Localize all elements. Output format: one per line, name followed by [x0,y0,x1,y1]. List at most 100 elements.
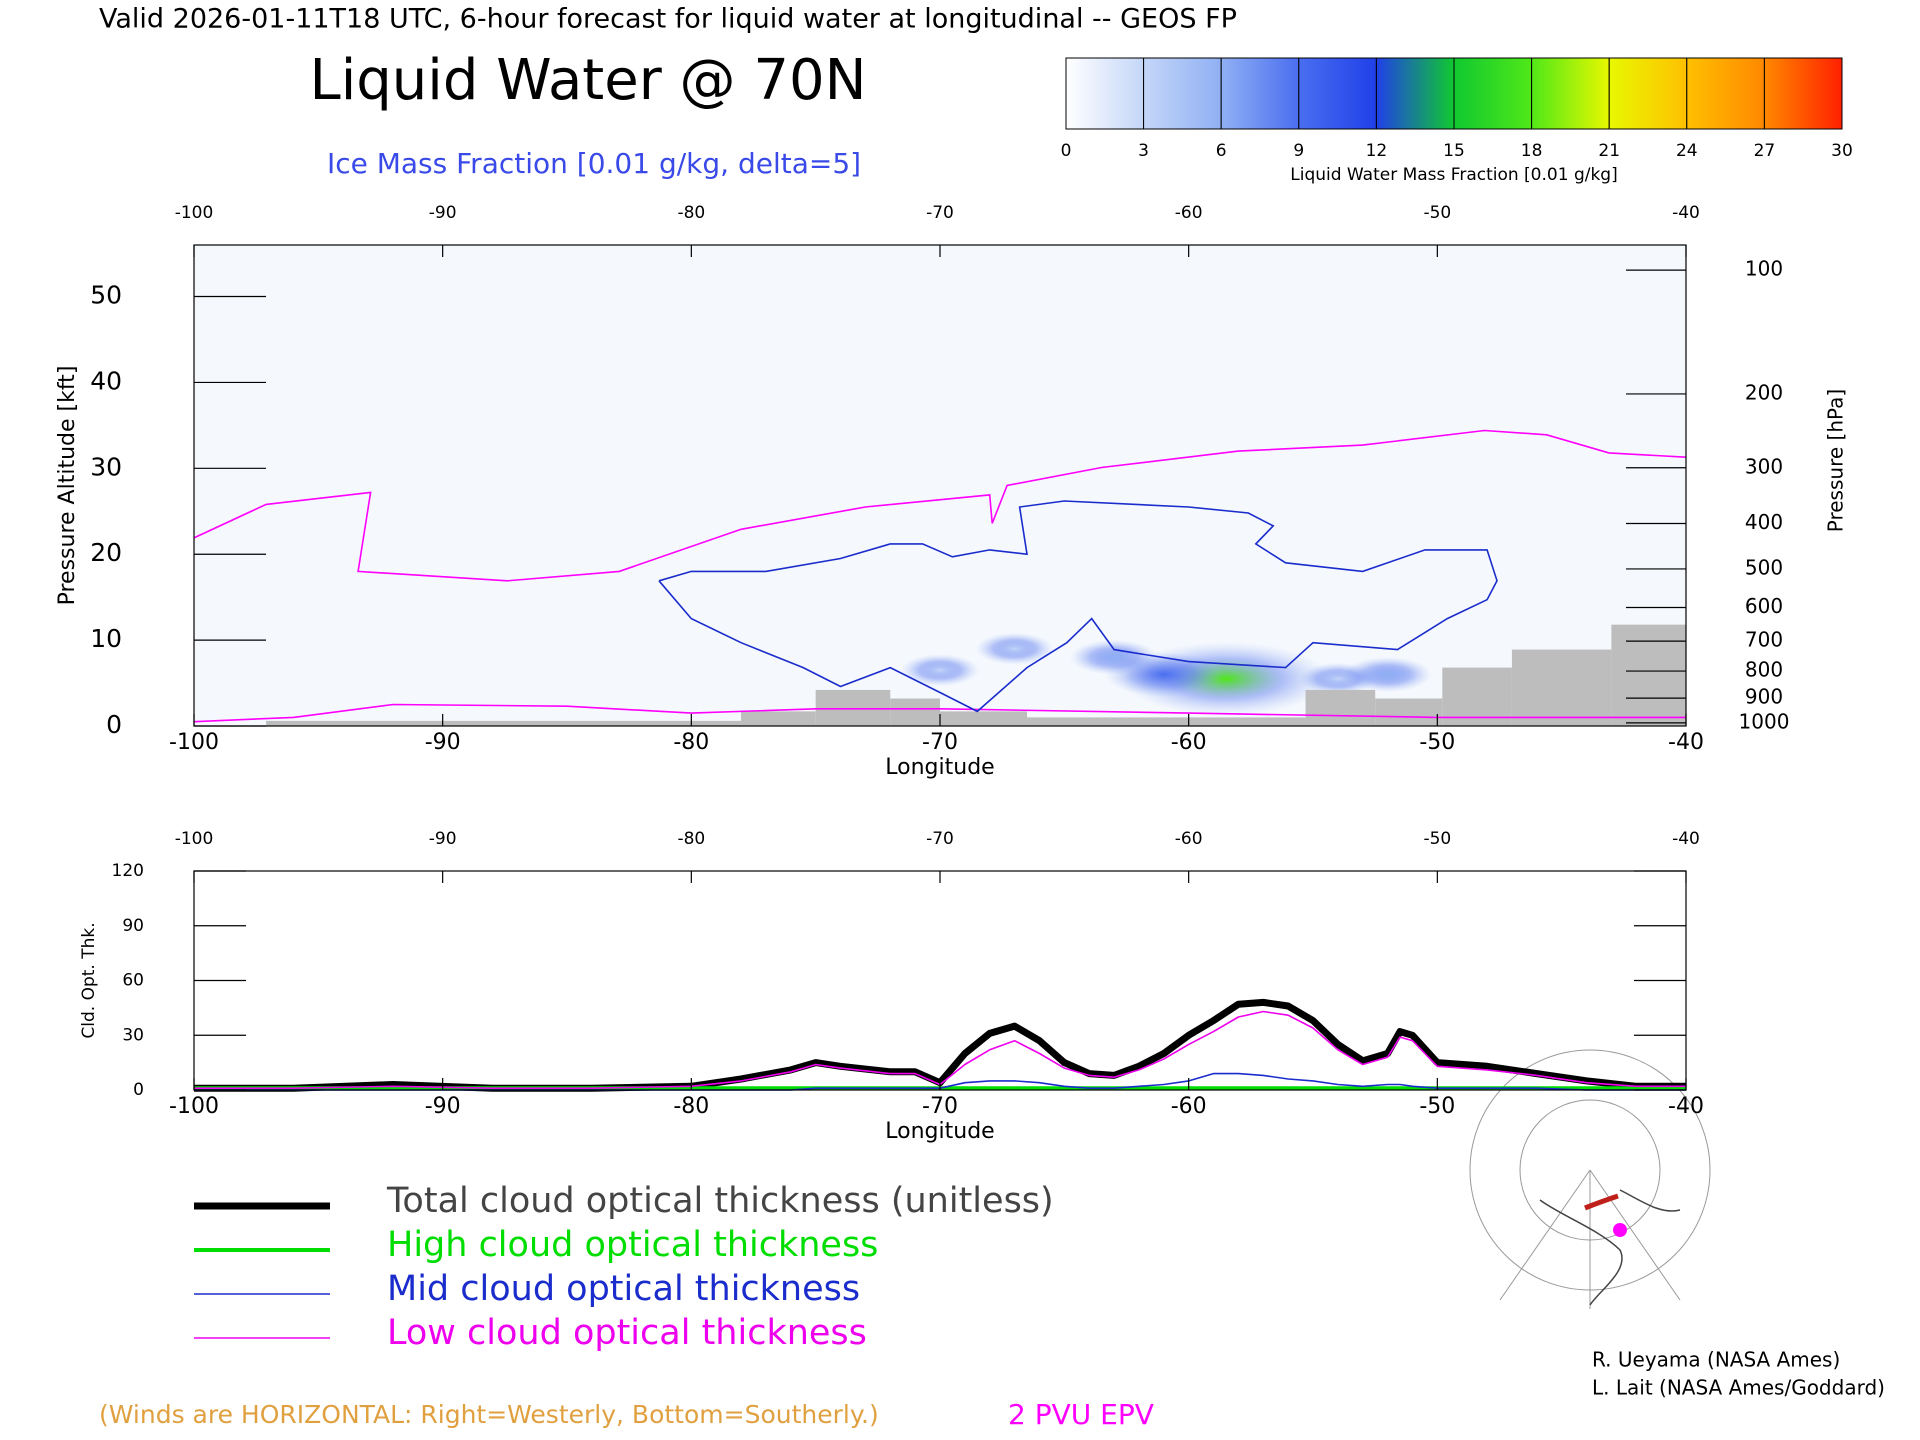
x-tick-label: -50 [1419,1094,1455,1119]
terrain [741,711,816,726]
x-axis-label: Longitude [885,1119,994,1144]
contour-line [193,429,1687,723]
colorbar-tick-label: 0 [1061,141,1072,161]
terrain [940,711,1028,726]
x-tick-label: -90 [425,730,461,755]
colorbar-bin [1763,57,1843,130]
x-tick-label-top: -60 [1175,203,1203,223]
contour-line [658,500,1498,713]
locator-map [1469,1049,1711,1309]
credit: R. Ueyama (NASA Ames) [1592,1348,1840,1372]
y-tick-label: 90 [122,916,144,936]
x-tick-label: -70 [922,1094,958,1119]
colorbar-tick-label: 24 [1676,141,1698,161]
liquid-water [1070,639,1159,675]
colorbar-tick-label: 12 [1366,141,1388,161]
x-tick-label-top: -100 [175,203,214,223]
terrain [1305,689,1376,726]
colorbar-bin [1298,57,1377,130]
x-tick-label: -40 [1668,1094,1704,1119]
x-tick-label: -80 [673,730,709,755]
map-coast [1539,1189,1681,1306]
x-tick-label-top: -80 [677,829,705,849]
colorbar-tick-label: 3 [1138,141,1149,161]
y2-tick-label: 300 [1745,454,1783,478]
liquid-water [1298,662,1377,695]
map-meridian [1499,1169,1591,1301]
y2-tick-label: 1000 [1739,709,1790,733]
y2-tick-label: 100 [1745,257,1783,281]
liquid-water [975,632,1054,665]
colorbar-bin [1531,57,1610,130]
x-tick-label: -100 [169,1094,219,1119]
y-tick-label: 120 [112,861,144,881]
x-tick-label: -40 [1668,730,1704,755]
x-tick-label-top: -70 [926,203,954,223]
x-tick-label: -100 [169,730,219,755]
x-tick-label-top: -50 [1423,203,1451,223]
y2-axis-label: Pressure [hPa] [1824,389,1848,532]
series-line [194,1010,1686,1089]
map-section-line [1584,1193,1619,1211]
x-tick-label-top: -70 [926,829,954,849]
terrain [1442,667,1512,726]
x-tick-label-top: -60 [1175,829,1203,849]
terrain [1511,649,1612,726]
map-marker [1613,1223,1627,1237]
colorbar-tick-label: 9 [1293,141,1304,161]
x-tick-label: -90 [425,1094,461,1119]
y-axis-label: Pressure Altitude [kft] [55,366,80,606]
terrain [1375,698,1443,726]
colorbar-bin [1375,57,1455,130]
y2-tick-label: 800 [1745,658,1783,682]
y2-tick-label: 500 [1745,555,1783,579]
x-tick-label: -60 [1171,730,1207,755]
x-tick-label-top: -80 [677,203,705,223]
colorbar-bin [1220,57,1300,130]
title-line: Valid 2026-01-11T18 UTC, 6-hour forecast… [99,4,1237,35]
series-line [194,998,1686,1092]
y-axis-label: Cld. Opt. Thk. [79,922,99,1038]
colorbar-bin [1143,57,1222,130]
terrain [815,689,891,726]
plot-frame [193,870,1687,1091]
colorbar-tick-label: 15 [1443,141,1465,161]
y-tick-label: 0 [106,710,122,739]
legend-label: Mid cloud optical thickness [387,1269,860,1309]
x-tick-label-top: -90 [429,829,457,849]
epv-label: 2 PVU EPV [1008,1398,1154,1431]
y-tick-label: 10 [90,624,122,653]
colorbar-tick-label: 18 [1521,141,1543,161]
x-axis-label: Longitude [885,755,994,780]
map-meridian [1589,1169,1681,1301]
colorbar-tick-label: 6 [1216,141,1227,161]
y2-tick-label: 700 [1745,628,1783,652]
x-tick-label-top: -100 [175,829,214,849]
colorbar-bin [1065,57,1145,130]
terrain [890,698,940,726]
terrain [266,720,742,726]
x-tick-label-top: -40 [1672,829,1700,849]
plot-background [194,245,1686,726]
footnote: (Winds are HORIZONTAL: Right=Westerly, B… [99,1400,879,1429]
y-tick-label: 0 [133,1080,144,1100]
colorbar-tick-label: 21 [1598,141,1620,161]
y2-tick-label: 900 [1745,685,1783,709]
x-tick-label-top: -50 [1423,829,1451,849]
colorbar-tick-label: 30 [1831,141,1853,161]
map-frame [1491,1160,1686,1309]
x-tick-label: -60 [1171,1094,1207,1119]
terrain [1611,624,1686,726]
legend-label: Low cloud optical thickness [387,1313,867,1353]
colorbar-label: Liquid Water Mass Fraction [0.01 g/kg] [1290,165,1617,185]
y-tick-label: 30 [122,1025,144,1045]
y-tick-label: 60 [122,971,144,991]
y2-tick-label: 200 [1745,380,1783,404]
y-tick-label: 50 [90,281,122,310]
y2-tick-label: 600 [1745,594,1783,618]
y-tick-label: 30 [90,452,122,481]
main-title: Liquid Water @ 70N [310,48,867,113]
terrain [1027,717,1306,726]
